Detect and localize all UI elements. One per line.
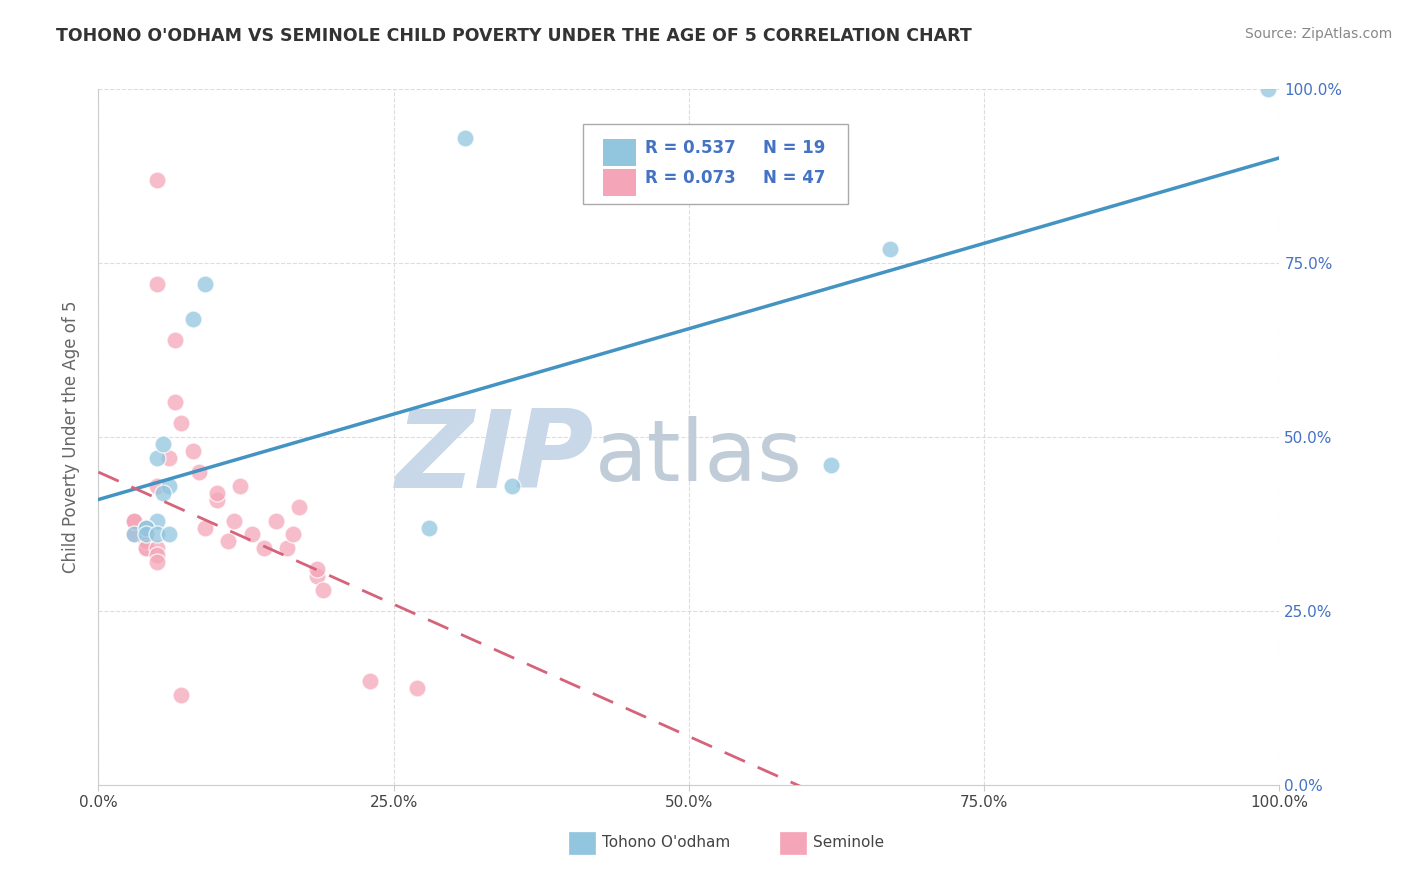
- Point: [135, 534, 157, 549]
- Point: [122, 514, 145, 528]
- Point: [135, 541, 157, 556]
- Point: [181, 311, 204, 326]
- Point: [122, 527, 145, 541]
- Point: [229, 479, 252, 493]
- Point: [135, 527, 157, 541]
- Point: [135, 534, 157, 549]
- Point: [135, 520, 157, 534]
- Point: [146, 479, 169, 493]
- Bar: [603, 169, 636, 195]
- Point: [122, 514, 145, 528]
- Point: [170, 688, 193, 702]
- Point: [879, 242, 901, 256]
- Point: [135, 520, 157, 534]
- Text: Tohono O'odham: Tohono O'odham: [602, 836, 730, 850]
- Point: [165, 395, 187, 409]
- Point: [146, 277, 169, 291]
- Point: [122, 527, 145, 541]
- Point: [170, 416, 193, 430]
- Point: [305, 562, 328, 576]
- Point: [152, 437, 174, 451]
- Point: [820, 458, 842, 472]
- Text: N = 19: N = 19: [763, 139, 825, 157]
- Point: [264, 514, 287, 528]
- Point: [1257, 82, 1279, 96]
- Point: [283, 527, 305, 541]
- Point: [135, 527, 157, 541]
- Point: [135, 520, 157, 534]
- Text: R = 0.073: R = 0.073: [645, 169, 735, 187]
- Point: [205, 485, 228, 500]
- Point: [135, 527, 157, 541]
- Point: [276, 541, 298, 556]
- Point: [146, 514, 169, 528]
- Point: [217, 534, 239, 549]
- Point: [312, 583, 335, 598]
- Point: [240, 527, 263, 541]
- Point: [288, 500, 311, 514]
- Point: [157, 527, 180, 541]
- Point: [146, 172, 169, 186]
- Text: Seminole: Seminole: [813, 836, 884, 850]
- Point: [135, 541, 157, 556]
- Point: [146, 527, 169, 541]
- Point: [253, 541, 276, 556]
- Point: [135, 527, 157, 541]
- Point: [501, 479, 523, 493]
- Text: N = 47: N = 47: [763, 169, 825, 187]
- Point: [418, 520, 440, 534]
- Point: [194, 520, 217, 534]
- Point: [406, 681, 429, 695]
- Point: [146, 541, 169, 556]
- Point: [194, 277, 217, 291]
- Point: [453, 131, 475, 145]
- Y-axis label: Child Poverty Under the Age of 5: Child Poverty Under the Age of 5: [62, 301, 80, 574]
- Text: Source: ZipAtlas.com: Source: ZipAtlas.com: [1244, 27, 1392, 41]
- FancyBboxPatch shape: [582, 124, 848, 204]
- Point: [135, 534, 157, 549]
- Point: [146, 450, 169, 465]
- Text: ZIP: ZIP: [396, 405, 595, 511]
- Text: atlas: atlas: [595, 417, 803, 500]
- Point: [165, 333, 187, 347]
- Point: [146, 555, 169, 569]
- Point: [187, 465, 209, 479]
- Point: [122, 514, 145, 528]
- Point: [152, 485, 174, 500]
- Point: [305, 569, 328, 583]
- Point: [157, 479, 180, 493]
- Point: [146, 549, 169, 563]
- Point: [359, 673, 381, 688]
- Point: [181, 444, 204, 458]
- Point: [224, 514, 246, 528]
- Point: [135, 534, 157, 549]
- Point: [135, 534, 157, 549]
- Point: [205, 492, 228, 507]
- Text: TOHONO O'ODHAM VS SEMINOLE CHILD POVERTY UNDER THE AGE OF 5 CORRELATION CHART: TOHONO O'ODHAM VS SEMINOLE CHILD POVERTY…: [56, 27, 972, 45]
- Bar: [603, 139, 636, 166]
- Point: [135, 527, 157, 541]
- Point: [157, 450, 180, 465]
- Point: [135, 534, 157, 549]
- Text: R = 0.537: R = 0.537: [645, 139, 735, 157]
